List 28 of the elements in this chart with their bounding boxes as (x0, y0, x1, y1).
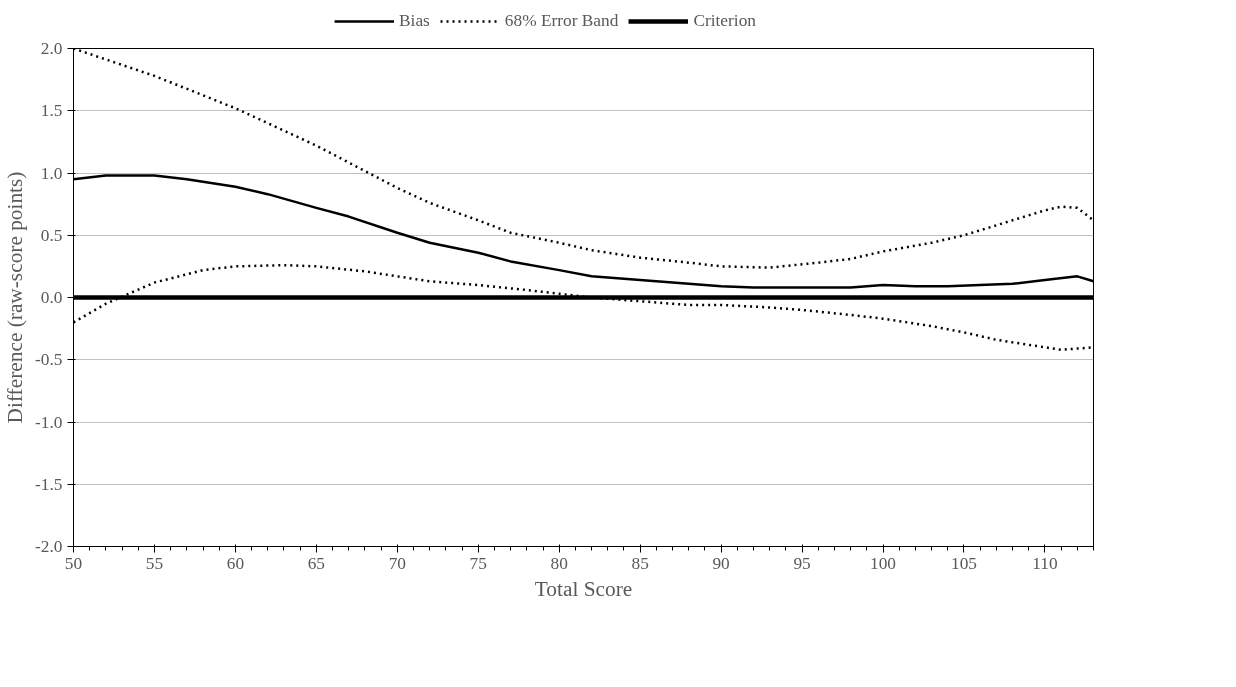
y-tick-label: 1.0 (40, 163, 63, 183)
x-tick-label: 95 (793, 553, 811, 573)
y-tick-label: 0.0 (40, 288, 63, 307)
x-tick-label: 65 (307, 553, 326, 573)
y-tick-label: -2.0 (35, 537, 63, 556)
y-axis-title: Difference (raw-score points) (3, 171, 28, 424)
x-axis-title: Total Score (534, 576, 633, 601)
y-tick-label: 2.0 (40, 39, 63, 58)
x-tick-label: 105 (950, 553, 977, 573)
y-tick-label: -1.5 (35, 474, 63, 494)
x-tick-label: 80 (550, 553, 568, 573)
legend-label: Criterion (693, 11, 756, 31)
x-tick-label: 55 (145, 553, 164, 573)
y-tick-label: 1.5 (40, 101, 63, 121)
x-tick-label: 100 (870, 553, 897, 573)
x-tick-label: 70 (388, 553, 406, 573)
legend-label: Bias (399, 11, 430, 31)
x-tick-label: 90 (712, 553, 730, 573)
y-tick-label: -0.5 (35, 350, 63, 370)
y-tick-label: 0.5 (40, 225, 63, 245)
y-tick-label: -1.0 (35, 412, 63, 432)
x-tick-label: 75 (469, 553, 487, 573)
x-tick-label: 110 (1032, 553, 1058, 573)
x-tick-label: 85 (631, 553, 649, 573)
line-series (73, 263, 1094, 352)
x-tick-label: 50 (64, 553, 83, 573)
x-tick-label: 60 (226, 553, 245, 573)
legend-label: 68% Error Band (504, 11, 619, 31)
